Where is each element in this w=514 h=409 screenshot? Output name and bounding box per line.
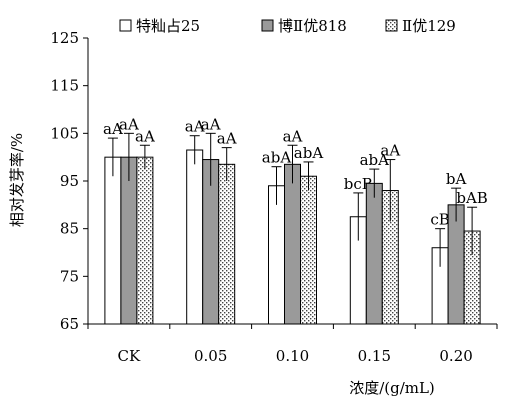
x-tick-label: 0.10 [276,347,309,365]
y-tick-label: 105 [50,124,79,142]
y-tick-label: 95 [60,172,79,190]
y-tick-label: 85 [60,220,79,238]
x-tick-label: 0.05 [194,347,227,365]
bar-CK-3 [136,156,154,325]
y-tick-label: 125 [50,29,79,47]
significance-label-0.05-2: aA [201,115,221,133]
legend-swatch-1 [119,19,132,32]
significance-label-0.10-3: abA [294,144,324,162]
significance-label-0.20-1: cB [430,211,449,229]
significance-label-0.05-3: aA [217,130,237,148]
y-tick-label: 115 [50,77,79,95]
legend: 特籼占25 博Ⅱ优818 Ⅱ优129 [119,17,456,35]
legend-label-2: 博Ⅱ优818 [278,17,347,35]
significance-label-0.05-1: aA [185,118,205,136]
bar-0.05-3 [218,163,236,325]
bar-0.05-1 [186,149,204,325]
x-axis-title: 浓度/(g/mL) [349,379,435,397]
x-tick-label: 0.15 [358,347,391,365]
legend-label-3: Ⅱ优129 [402,17,456,35]
significance-label-0.20-2: bA [446,170,467,188]
x-tick-label: CK [118,347,141,365]
legend-label-1: 特籼占25 [136,17,200,35]
significance-label-0.10-1: abA [262,149,292,167]
significance-label-CK-1: aA [103,120,123,138]
bar-0.20-2 [447,204,465,325]
y-tick-label: 65 [60,315,79,333]
significance-label-0.10-2: aA [283,127,303,145]
bar-CK-2 [120,156,138,325]
axes: CK 0.05 0.10 0.15 0.20 65 75 85 95 105 115 125 [50,29,498,365]
bar-0.15-2 [365,182,383,325]
significance-label-CK-2: aA [119,115,139,133]
bar-CK-1 [104,156,122,325]
y-axis-title: 相对发芽率/% [8,133,26,227]
significance-label-0.15-2: abA [360,151,390,169]
bar-0.10-3 [300,175,317,325]
legend-swatch-3 [385,19,398,32]
x-tick-label: 0.20 [439,347,472,365]
legend-swatch-2 [261,19,274,32]
bar-0.10-1 [268,185,285,325]
significance-label-0.15-3: aA [380,142,400,160]
significance-label-0.15-1: bcB [344,175,373,193]
bar-0.10-2 [284,163,301,325]
y-tick-label: 75 [60,267,79,285]
significance-label-0.20-3: bAB [456,189,487,207]
significance-label-CK-3: aA [135,127,155,145]
